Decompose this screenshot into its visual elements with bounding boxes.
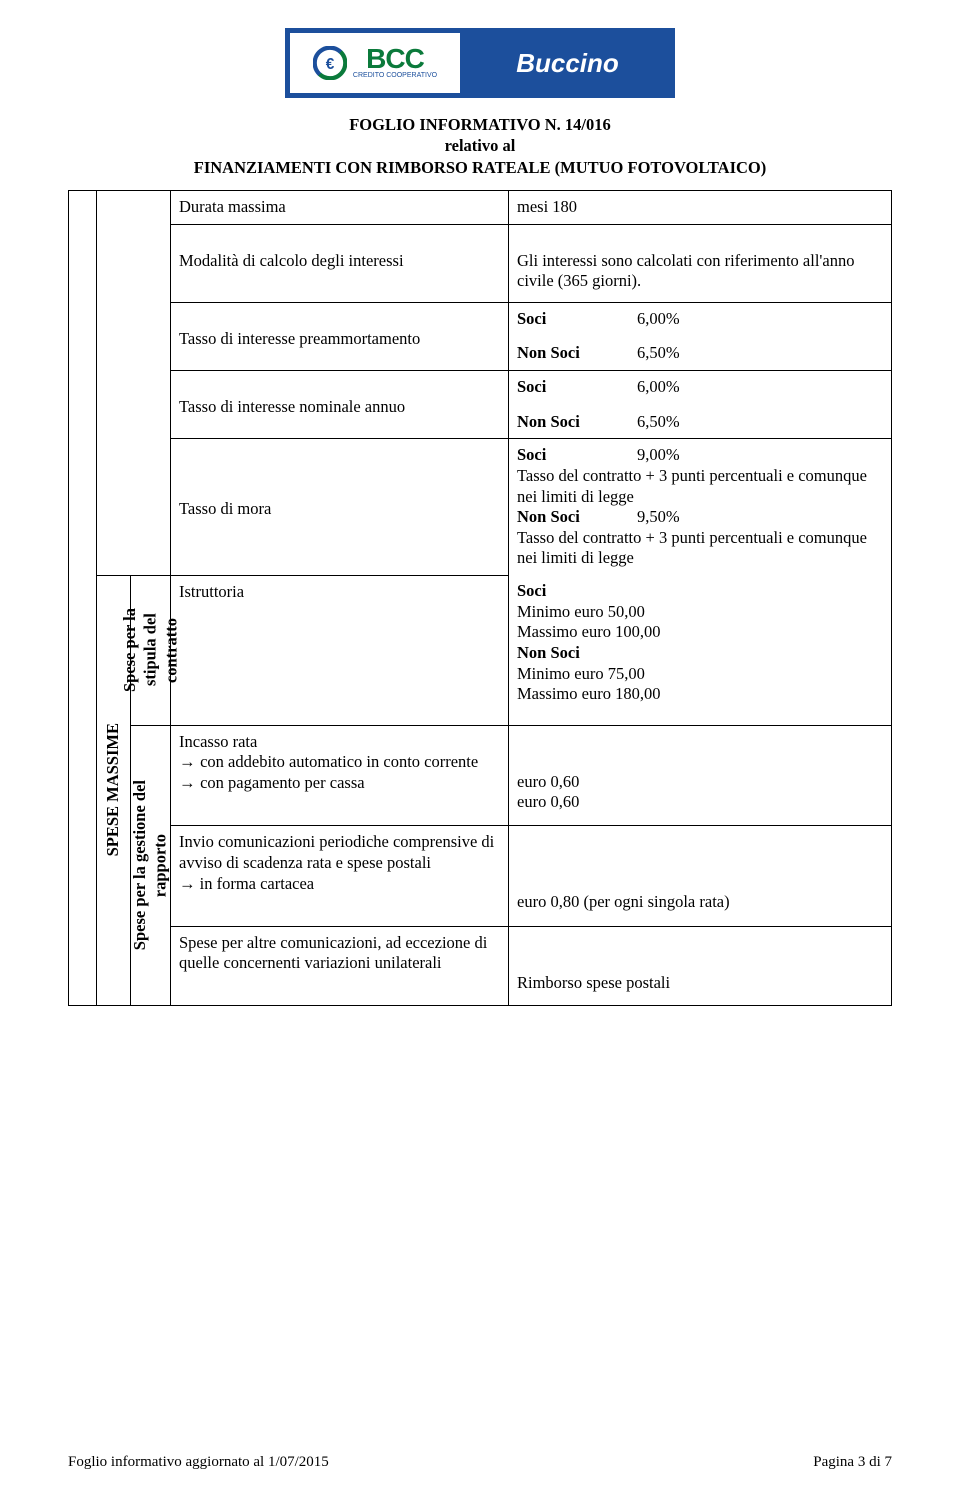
branch-name: Buccino bbox=[516, 47, 619, 80]
nonsoci-label: Non Soci bbox=[517, 412, 637, 433]
cell-value: Soci9,00% Tasso del contratto + 3 punti … bbox=[509, 439, 892, 575]
cell-label: Durata massima bbox=[171, 190, 509, 224]
soci-label: Soci bbox=[517, 445, 637, 466]
cell-value: Rimborso spese postali bbox=[509, 926, 892, 1005]
soci-value: 6,00% bbox=[637, 309, 680, 330]
cell-label: Istruttoria bbox=[171, 575, 509, 725]
cell-label: Spese per altre comunicazioni, ad eccezi… bbox=[171, 926, 509, 1005]
mora-text-1: Tasso del contratto + 3 punti percentual… bbox=[517, 466, 883, 507]
istruttoria-nonsoci-max: Massimo euro 180,00 bbox=[517, 684, 883, 705]
invio-sub: → in forma cartacea bbox=[179, 874, 500, 895]
istruttoria-soci-label: Soci bbox=[517, 581, 883, 602]
cell-label: Invio comunicazioni periodiche comprensi… bbox=[171, 826, 509, 926]
istruttoria-soci-max: Massimo euro 100,00 bbox=[517, 622, 883, 643]
altre-value: Rimborso spese postali bbox=[517, 973, 883, 994]
brand-subtitle: CREDITO COOPERATIVO bbox=[353, 73, 437, 80]
incasso-opt1: con addebito automatico in conto corrent… bbox=[200, 752, 478, 771]
cell-value: euro 0,60 euro 0,60 bbox=[509, 725, 892, 826]
cell-value: mesi 180 bbox=[509, 190, 892, 224]
nonsoci-label: Non Soci bbox=[517, 343, 637, 364]
nonsoci-value: 9,50% bbox=[637, 507, 680, 526]
istruttoria-soci-min: Minimo euro 50,00 bbox=[517, 602, 883, 623]
svg-text:€: € bbox=[326, 56, 335, 73]
table-row: Tasso di mora Soci9,00% Tasso del contra… bbox=[69, 439, 892, 575]
table-row: SPESE MASSIME Spese per la stipula del c… bbox=[69, 575, 892, 725]
cell-label: Tasso di mora bbox=[171, 439, 509, 575]
title-line-2: relativo al bbox=[68, 135, 892, 156]
footer-left: Foglio informativo aggiornato al 1/07/20… bbox=[68, 1453, 329, 1472]
cell-label: Tasso di interesse preammortamento bbox=[171, 302, 509, 370]
arrow-icon: → bbox=[179, 753, 200, 771]
nonsoci-value: 6,50% bbox=[637, 412, 680, 433]
table-row: Invio comunicazioni periodiche comprensi… bbox=[69, 826, 892, 926]
table-row: Tasso di interesse preammortamento Soci6… bbox=[69, 302, 892, 370]
nonsoci-value: 6,50% bbox=[637, 343, 680, 364]
cell-label: Tasso di interesse nominale annuo bbox=[171, 371, 509, 439]
soci-value: 6,00% bbox=[637, 377, 680, 398]
invio-value: euro 0,80 (per ogni singola rata) bbox=[517, 892, 883, 913]
istruttoria-nonsoci-min: Minimo euro 75,00 bbox=[517, 664, 883, 685]
mora-text-2: Tasso del contratto + 3 punti percentual… bbox=[517, 528, 883, 569]
soci-label: Soci bbox=[517, 377, 637, 398]
istruttoria-nonsoci-label: Non Soci bbox=[517, 643, 883, 664]
title-line-1: FOGLIO INFORMATIVO N. 14/016 bbox=[68, 114, 892, 135]
incasso-val1: euro 0,60 bbox=[517, 772, 883, 793]
logo-left-panel: € BCC CREDITO COOPERATIVO bbox=[290, 33, 460, 93]
spese-massime-label: SPESE MASSIME bbox=[103, 723, 124, 856]
brand-logo-banner: € BCC CREDITO COOPERATIVO Buccino bbox=[68, 28, 892, 104]
logo-right-panel: Buccino bbox=[465, 33, 670, 93]
nonsoci-label: Non Soci bbox=[517, 507, 637, 528]
title-line-3: FINANZIAMENTI CON RIMBORSO RATEALE (MUTU… bbox=[68, 157, 892, 178]
document-title: FOGLIO INFORMATIVO N. 14/016 relativo al… bbox=[68, 114, 892, 178]
table-row: Spese per la gestione del rapporto Incas… bbox=[69, 725, 892, 826]
table-row: Spese per altre comunicazioni, ad eccezi… bbox=[69, 926, 892, 1005]
soci-value: 9,00% bbox=[637, 445, 680, 464]
table-row: Tasso di interesse nominale annuo Soci6,… bbox=[69, 371, 892, 439]
cell-label: Incasso rata → con addebito automatico i… bbox=[171, 725, 509, 826]
cell-label: Modalità di calcolo degli interessi bbox=[171, 224, 509, 302]
soci-label: Soci bbox=[517, 309, 637, 330]
info-table: Durata massima mesi 180 Modalità di calc… bbox=[68, 190, 892, 1006]
invio-label: Invio comunicazioni periodiche comprensi… bbox=[179, 832, 500, 873]
table-row: Modalità di calcolo degli interessi Gli … bbox=[69, 224, 892, 302]
cell-value: Soci6,00% Non Soci6,50% bbox=[509, 371, 892, 439]
incasso-val2: euro 0,60 bbox=[517, 792, 883, 813]
cell-value: Gli interessi sono calcolati con riferim… bbox=[509, 224, 892, 302]
cell-value: euro 0,80 (per ogni singola rata) bbox=[509, 826, 892, 926]
brand-acronym: BCC bbox=[353, 46, 437, 73]
cell-value: Soci Minimo euro 50,00 Massimo euro 100,… bbox=[509, 575, 892, 725]
page-footer: Foglio informativo aggiornato al 1/07/20… bbox=[68, 1453, 892, 1472]
incasso-head: Incasso rata bbox=[179, 732, 500, 753]
logo-box: € BCC CREDITO COOPERATIVO Buccino bbox=[285, 28, 675, 98]
arrow-icon: → bbox=[179, 774, 200, 792]
table-row: Durata massima mesi 180 bbox=[69, 190, 892, 224]
bcc-mark-icon: € bbox=[313, 46, 347, 80]
incasso-opt2: con pagamento per cassa bbox=[200, 773, 364, 792]
stipula-label: Spese per la stipula del contratto bbox=[120, 608, 182, 692]
footer-right: Pagina 3 di 7 bbox=[813, 1453, 892, 1472]
cell-value: Soci6,00% Non Soci6,50% bbox=[509, 302, 892, 370]
gestione-label: Spese per la gestione del rapporto bbox=[130, 780, 171, 950]
